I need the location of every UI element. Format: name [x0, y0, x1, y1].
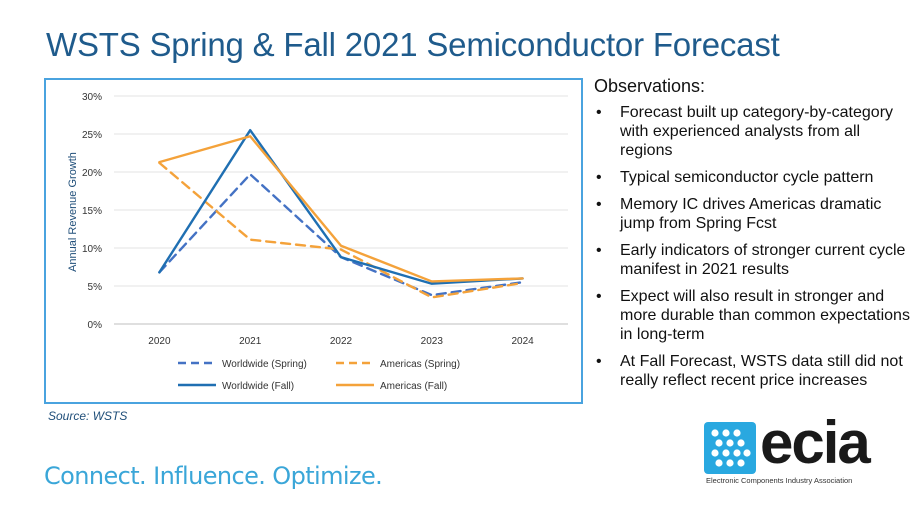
observation-item: • Typical semiconductor cycle pattern — [594, 168, 912, 187]
ecia-logo: ecia Electronic Components Industry Asso… — [704, 409, 884, 488]
series-line — [158, 129, 524, 285]
observation-item: • Memory IC drives Americas dramatic jump… — [594, 195, 912, 233]
legend-label: Americas (Spring) — [380, 359, 460, 370]
bullet-icon: • — [596, 169, 602, 186]
ecia-logo-icon — [704, 422, 756, 474]
source-note: Source: WSTS — [48, 409, 128, 423]
series-line — [158, 135, 524, 283]
observation-text: Early indicators of stronger current cyc… — [620, 242, 906, 278]
observation-item: • Expect will also result in stronger and… — [594, 287, 912, 344]
y-tick-label: 10% — [82, 244, 102, 255]
observation-text: Forecast built up category-by-category w… — [620, 104, 894, 159]
observation-item: • Early indicators of stronger current cy… — [594, 241, 912, 279]
series-line — [158, 173, 524, 297]
x-tick-label: 2024 — [511, 336, 534, 347]
series-line — [158, 161, 524, 299]
observations-list: • Forecast built up category-by-category … — [594, 103, 912, 390]
y-tick-label: 25% — [82, 130, 102, 141]
x-tick-labels: 2020 2021 2022 2023 2024 — [148, 336, 534, 347]
y-tick-label: 20% — [82, 168, 102, 179]
observation-text: Typical semiconductor cycle pattern — [620, 169, 874, 186]
tagline: Connect. Influence. Optimize. — [44, 462, 383, 490]
legend-label: Americas (Fall) — [380, 381, 447, 392]
observations-panel: Observations: • Forecast built up categor… — [594, 76, 912, 398]
legend-label: Worldwide (Spring) — [222, 359, 307, 370]
line-chart: 0% 5% 10% 15% 20% 25% 30% 2020 2021 2022 2023 2024… — [67, 92, 568, 392]
y-tick-labels: 0% 5% 10% 15% 20% 25% 30% — [82, 92, 102, 331]
observation-item: • Forecast built up category-by-category … — [594, 103, 912, 160]
observation-text: Expect will also result in stronger and … — [620, 288, 910, 343]
legend: Worldwide (Spring) Americas (Spring) World… — [178, 359, 460, 392]
x-tick-label: 2020 — [148, 336, 171, 347]
y-tick-label: 30% — [82, 92, 102, 103]
bullet-icon: • — [596, 353, 602, 370]
bullet-icon: • — [596, 196, 602, 213]
chart-frame: 0% 5% 10% 15% 20% 25% 30% 2020 2021 2022 2023 2024… — [44, 78, 583, 404]
grid-lines — [114, 95, 568, 325]
x-tick-label: 2021 — [239, 336, 262, 347]
bullet-icon: • — [596, 242, 602, 259]
y-tick-label: 5% — [88, 282, 103, 293]
slide-title: WSTS Spring & Fall 2021 Semiconductor Fo… — [46, 26, 780, 63]
bullet-icon: • — [596, 288, 602, 305]
logo-wordmark: ecia — [760, 409, 871, 476]
y-axis-label: Annual Revenue Growth — [67, 152, 79, 272]
observations-heading: Observations: — [594, 76, 706, 96]
y-tick-label: 15% — [82, 206, 102, 217]
series-lines — [158, 129, 524, 299]
observation-item: • At Fall Forecast, WSTS data still did n… — [594, 352, 912, 390]
logo-subtitle: Electronic Components Industry Associati… — [706, 476, 853, 485]
bullet-icon: • — [596, 104, 602, 121]
x-tick-label: 2022 — [330, 336, 353, 347]
observation-text: Memory IC drives Americas dramatic jump … — [620, 196, 882, 232]
observation-text: At Fall Forecast, WSTS data still did no… — [620, 353, 903, 389]
y-tick-label: 0% — [88, 320, 103, 331]
x-tick-label: 2023 — [421, 336, 444, 347]
legend-label: Worldwide (Fall) — [222, 381, 294, 392]
